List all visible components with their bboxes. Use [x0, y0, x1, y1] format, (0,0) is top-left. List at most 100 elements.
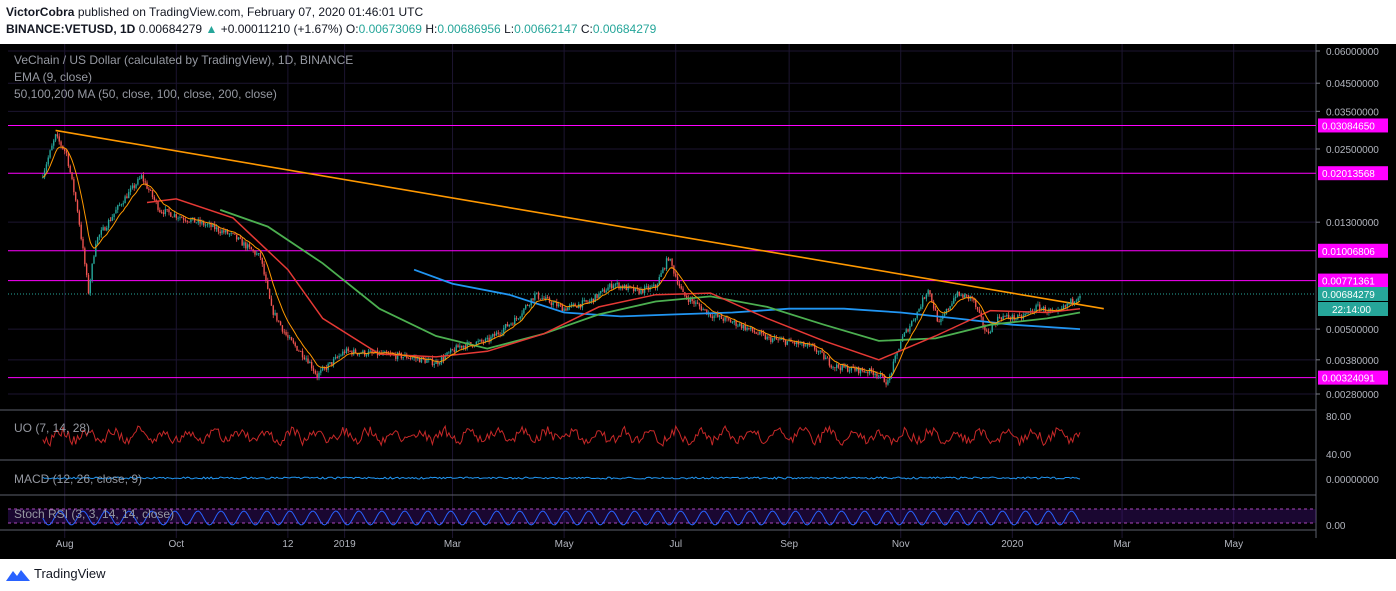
countdown-label: 22:14:00 [1332, 305, 1371, 316]
candle-body [943, 313, 946, 316]
ma-legend[interactable]: 50,100,200 MA (50, close, 100, close, 20… [14, 87, 277, 101]
macd-line [42, 476, 1081, 480]
candle-body [144, 181, 146, 183]
candle-body [726, 317, 728, 319]
candle-body [96, 237, 99, 244]
candle-body [184, 219, 187, 221]
candle-body [865, 372, 867, 373]
publish-header: VictorCobra published on TradingView.com… [0, 0, 1396, 44]
candle-body [47, 157, 49, 165]
chart-canvas[interactable]: 0.03084650 0.02013568 0.01006806 0.00771361… [0, 44, 1396, 559]
candle-body [713, 315, 715, 319]
candle-body [669, 258, 671, 261]
candle-body [702, 308, 704, 311]
candle-body [146, 182, 148, 189]
uo-line [42, 424, 1081, 447]
candle-body [773, 337, 776, 339]
candle-body [998, 316, 1001, 318]
candle-body [876, 373, 878, 377]
candle-body [812, 345, 814, 346]
candle-body [896, 351, 898, 356]
candle-body [248, 244, 251, 247]
candle-body [206, 224, 209, 226]
candle-body [830, 365, 832, 368]
ema-legend[interactable]: EMA (9, close) [14, 70, 92, 84]
candle-body [1039, 304, 1041, 311]
candle-body [777, 339, 779, 341]
candle-body [691, 298, 693, 302]
candle-body [395, 354, 397, 359]
candle-body [525, 305, 527, 309]
candle-body [117, 205, 119, 210]
candle-body [739, 323, 741, 326]
candle-body [442, 357, 445, 360]
candle-body [267, 280, 269, 289]
uo-legend[interactable]: UO (7, 14, 28) [14, 421, 90, 435]
low-label: L: [504, 22, 515, 36]
stoch-rsi-legend[interactable]: Stoch RSI (3, 3, 14, 14, close) [14, 507, 174, 521]
candle-body [823, 352, 825, 360]
candle-body [73, 179, 75, 193]
stoch-k-line [42, 510, 1081, 526]
candle-body [290, 337, 293, 341]
candle-body [556, 301, 558, 307]
candle-body [497, 332, 499, 334]
candle-body [978, 309, 981, 313]
candle-body [675, 273, 677, 277]
candle-body [766, 336, 768, 340]
candle-body [687, 298, 690, 302]
candle-body [854, 368, 856, 371]
candle-body [700, 306, 703, 311]
candle-body [601, 289, 604, 291]
candle-body [660, 272, 662, 277]
candle-body [252, 249, 254, 251]
tradingview-logo-icon[interactable] [6, 568, 30, 582]
candle-body [259, 253, 262, 258]
candle-body [342, 351, 344, 356]
candle-body [301, 351, 304, 358]
candle-body [814, 345, 816, 350]
candle-body [299, 351, 302, 352]
candle-body [804, 345, 807, 347]
candle-body [826, 357, 829, 359]
candle-body [528, 305, 531, 306]
candle-body [406, 354, 408, 359]
candle-body [230, 232, 232, 234]
time-tick-label: Jul [669, 539, 682, 550]
candle-body [768, 336, 770, 338]
macd-legend[interactable]: MACD (12, 26, close, 9) [14, 472, 142, 486]
indicator-tick-label: 80.00 [1326, 412, 1351, 423]
candle-body [931, 293, 933, 302]
candle-body [612, 285, 615, 289]
candle-body [102, 227, 104, 231]
candle-body [122, 203, 124, 205]
candle-body [905, 329, 907, 333]
candle-body [925, 294, 928, 299]
candle-body [859, 368, 862, 374]
candle-body [587, 301, 589, 303]
ema9-line [42, 146, 1081, 379]
trendline-layer [55, 129, 1104, 310]
candle-body [195, 222, 198, 224]
candle-body [954, 296, 957, 299]
candle-body [706, 309, 708, 315]
candle-body [104, 227, 106, 231]
candle-body [332, 358, 335, 365]
candle-body [857, 367, 860, 374]
candle-body [349, 350, 351, 352]
candle-body [885, 382, 887, 385]
candle-body [486, 337, 488, 339]
candle-body [975, 300, 977, 307]
candle-body [459, 345, 461, 348]
candle-body [751, 327, 754, 332]
candle-body [190, 219, 192, 222]
candle-body [239, 237, 242, 239]
candle-body [1000, 317, 1003, 320]
candle-body [762, 333, 765, 335]
candle-body [958, 291, 960, 296]
publisher-name[interactable]: VictorCobra [6, 5, 75, 19]
tradingview-brand[interactable]: TradingView [34, 566, 106, 581]
candle-body [927, 290, 929, 295]
candle-body [142, 175, 145, 182]
candle-body [365, 355, 368, 356]
